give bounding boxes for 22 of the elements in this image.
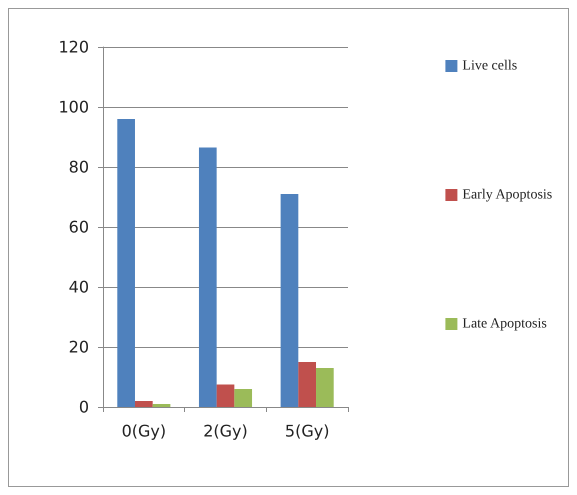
bar — [134, 401, 153, 407]
y-tick-label: 60 — [68, 218, 89, 236]
y-tick-label: 0 — [78, 398, 89, 416]
y-tick-label: 120 — [58, 38, 89, 56]
y-tick-label: 80 — [68, 158, 89, 176]
bar — [298, 362, 316, 407]
y-tick-label: 20 — [68, 338, 89, 356]
bar — [216, 384, 234, 407]
x-tick-label: 2(Gy) — [203, 422, 248, 440]
legend-label: Late Apoptosis — [462, 316, 547, 332]
x-tick-label: 5(Gy) — [284, 422, 330, 440]
bar — [316, 368, 334, 407]
y-tick-label: 100 — [58, 98, 89, 116]
legend-label: Early Apoptosis — [462, 188, 552, 202]
bar — [234, 389, 252, 407]
bar — [280, 194, 298, 407]
bar — [152, 404, 170, 407]
y-tick-label: 40 — [68, 278, 89, 296]
legend-label: Live cells — [462, 58, 518, 74]
bar — [198, 148, 217, 407]
bar — [117, 119, 135, 407]
x-tick-label: 0(Gy) — [122, 422, 166, 440]
